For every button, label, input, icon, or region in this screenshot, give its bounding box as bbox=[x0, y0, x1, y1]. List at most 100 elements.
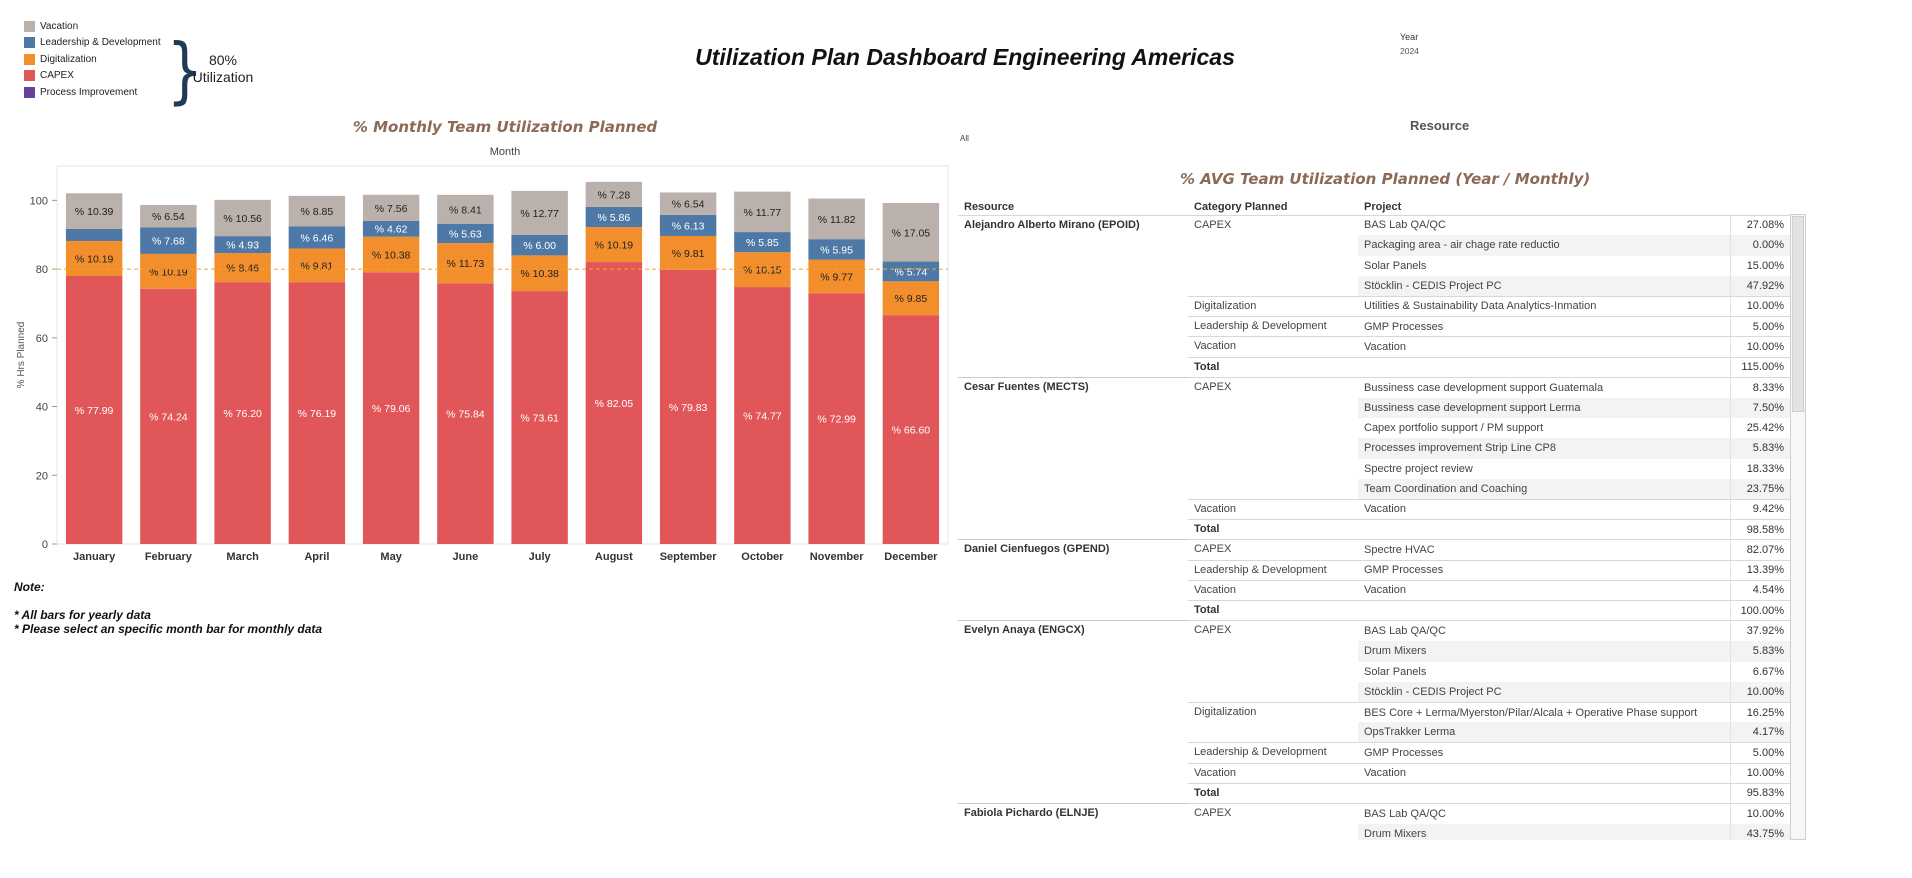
table-row[interactable]: Drum Mixers 43.75% bbox=[958, 823, 1790, 840]
bar-segment-leadership-development[interactable] bbox=[65, 228, 123, 241]
utilization-table-container[interactable]: Resource Category Planned Project Alejan… bbox=[958, 200, 1806, 840]
bar-segment-vacation[interactable] bbox=[65, 193, 123, 229]
bar-segment-digitalization[interactable] bbox=[288, 248, 346, 283]
legend-label: Digitalization bbox=[40, 53, 97, 65]
table-row[interactable]: Packaging area - air chage rate reductio… bbox=[958, 235, 1790, 256]
filter-all[interactable]: All bbox=[960, 134, 969, 143]
bar-segment-vacation[interactable] bbox=[214, 199, 271, 237]
table-row[interactable]: Capex portfolio support / PM support 25.4… bbox=[958, 417, 1790, 439]
bar-segment-leadership-development[interactable] bbox=[511, 234, 568, 256]
bar-segment-digitalization[interactable] bbox=[734, 252, 791, 288]
table-row[interactable]: Digitalization BES Core + Lerma/Myerston/… bbox=[958, 701, 1790, 723]
bar-segment-capex[interactable] bbox=[214, 282, 271, 544]
table-row[interactable]: Evelyn Anaya (ENGCX) CAPEX BAS Lab QA/QC 37… bbox=[958, 620, 1790, 642]
table-row[interactable]: Daniel Cienfuegos (GPEND) CAPEX Spectre HV… bbox=[958, 539, 1790, 561]
table-row[interactable]: Team Coordination and Coaching 23.75% bbox=[958, 478, 1790, 500]
bar-segment-digitalization[interactable] bbox=[511, 255, 568, 292]
bar-segment-digitalization[interactable] bbox=[437, 243, 494, 284]
bar-segment-digitalization[interactable] bbox=[140, 253, 197, 289]
bar-segment-leadership-development[interactable] bbox=[734, 232, 791, 253]
table-total-row[interactable]: Total 98.58% bbox=[958, 518, 1790, 540]
legend-item[interactable]: Process Improvement bbox=[24, 84, 161, 101]
table-row[interactable]: Solar Panels 15.00% bbox=[958, 255, 1790, 276]
bar-segment-vacation[interactable] bbox=[734, 191, 791, 233]
table-total-row[interactable]: Total 100.00% bbox=[958, 600, 1790, 621]
table-row[interactable]: Leadership & Development GMP Processes 13.… bbox=[958, 559, 1790, 581]
bar-segment-capex[interactable] bbox=[140, 288, 197, 544]
bar-segment-leadership-development[interactable] bbox=[140, 227, 197, 254]
table-row[interactable]: Vacation Vacation 10.00% bbox=[958, 336, 1790, 358]
table-row[interactable]: Solar Panels 6.67% bbox=[958, 661, 1790, 682]
bar-segment-vacation[interactable] bbox=[362, 194, 420, 221]
category-cell: Leadership & Development bbox=[1188, 315, 1358, 337]
table-row[interactable]: Vacation Vacation 10.00% bbox=[958, 762, 1790, 784]
table-row[interactable]: Leadership & Development GMP Processes 5.0… bbox=[958, 742, 1790, 764]
bar-segment-vacation[interactable] bbox=[511, 190, 568, 235]
data-label: % 10.38 bbox=[520, 268, 559, 280]
bar-segment-leadership-development[interactable] bbox=[437, 223, 494, 244]
bar-segment-capex[interactable] bbox=[585, 262, 643, 544]
table-scrollbar[interactable] bbox=[1790, 214, 1806, 840]
bar-segment-capex[interactable] bbox=[734, 287, 791, 544]
data-label: % 11.77 bbox=[744, 207, 782, 219]
legend-item[interactable]: Vacation bbox=[24, 18, 161, 35]
table-row[interactable]: Stöcklin - CEDIS Project PC 47.92% bbox=[958, 275, 1790, 297]
data-label: % 10.38 bbox=[372, 249, 411, 261]
table-row[interactable]: Leadership & Development GMP Processes 5.0… bbox=[958, 315, 1790, 337]
legend-item[interactable]: Leadership & Development bbox=[24, 35, 161, 52]
bar-segment-vacation[interactable] bbox=[659, 192, 717, 215]
bar-segment-capex[interactable] bbox=[437, 283, 494, 544]
table-row[interactable]: Fabiola Pichardo (ELNJE) CAPEX BAS Lab QA/… bbox=[958, 803, 1790, 824]
legend-item[interactable]: CAPEX bbox=[24, 68, 161, 85]
table-row[interactable]: Cesar Fuentes (MECTS) CAPEX Bussiness case… bbox=[958, 376, 1790, 398]
x-tick-label: December bbox=[884, 551, 938, 563]
bar-segment-leadership-development[interactable] bbox=[362, 220, 420, 237]
bar-segment-leadership-development[interactable] bbox=[214, 236, 271, 254]
bar-segment-digitalization[interactable] bbox=[214, 253, 271, 283]
table-row[interactable]: Vacation Vacation 9.42% bbox=[958, 498, 1790, 520]
bar-segment-leadership-development[interactable] bbox=[882, 261, 940, 282]
bar-segment-capex[interactable] bbox=[65, 275, 123, 544]
project-cell: Drum Mixers bbox=[1358, 641, 1730, 662]
table-row[interactable]: Spectre project review 18.33% bbox=[958, 458, 1790, 479]
table-row[interactable]: Digitalization Utilities & Sustainability… bbox=[958, 295, 1790, 317]
bar-segment-vacation[interactable] bbox=[288, 195, 346, 227]
year-filter[interactable]: Year 2024 bbox=[1400, 32, 1419, 56]
bar-segment-capex[interactable] bbox=[659, 269, 717, 544]
bar-segment-leadership-development[interactable] bbox=[288, 226, 346, 249]
table-row[interactable]: Processes improvement Strip Line CP8 5.83… bbox=[958, 438, 1790, 459]
bar-segment-digitalization[interactable] bbox=[882, 281, 940, 316]
bar-segment-vacation[interactable] bbox=[808, 198, 865, 240]
bar-segment-vacation[interactable] bbox=[140, 205, 197, 228]
bar-segment-capex[interactable] bbox=[288, 282, 346, 544]
utilization-label: 80% Utilization bbox=[190, 52, 256, 86]
bar-segment-leadership-development[interactable] bbox=[808, 239, 865, 260]
bar-segment-digitalization[interactable] bbox=[659, 235, 717, 270]
bar-segment-capex[interactable] bbox=[808, 293, 865, 544]
table-row[interactable]: OpsTrakker Lerma 4.17% bbox=[958, 722, 1790, 743]
bar-segment-digitalization[interactable] bbox=[362, 236, 420, 273]
table-total-row[interactable]: Total 95.83% bbox=[958, 782, 1790, 804]
bar-segment-capex[interactable] bbox=[362, 272, 420, 544]
bar-segment-vacation[interactable] bbox=[585, 181, 643, 207]
table-row[interactable]: Bussiness case development support Lerma… bbox=[958, 397, 1790, 418]
table-total-row[interactable]: Total 115.00% bbox=[958, 356, 1790, 378]
scrollbar-thumb[interactable] bbox=[1792, 216, 1804, 412]
legend-item[interactable]: Digitalization bbox=[24, 51, 161, 68]
bar-segment-capex[interactable] bbox=[511, 291, 568, 544]
bar-segment-leadership-development[interactable] bbox=[585, 206, 643, 228]
bar-segment-digitalization[interactable] bbox=[65, 240, 123, 276]
legend-swatch bbox=[24, 86, 35, 98]
bar-segment-vacation[interactable] bbox=[437, 194, 494, 224]
year-value[interactable]: 2024 bbox=[1400, 46, 1419, 56]
bar-segment-digitalization[interactable] bbox=[808, 259, 865, 294]
bar-segment-digitalization[interactable] bbox=[585, 227, 643, 263]
table-row[interactable]: Vacation Vacation 4.54% bbox=[958, 579, 1790, 601]
table-row[interactable]: Drum Mixers 5.83% bbox=[958, 641, 1790, 662]
bar-segment-capex[interactable] bbox=[882, 315, 940, 544]
bar-segment-vacation[interactable] bbox=[882, 202, 940, 262]
x-tick-label: February bbox=[145, 551, 193, 563]
table-row[interactable]: Stöcklin - CEDIS Project PC 10.00% bbox=[958, 681, 1790, 703]
table-row[interactable]: Alejandro Alberto Mirano (EPOID) CAPEX BAS… bbox=[958, 214, 1790, 236]
bar-segment-leadership-development[interactable] bbox=[659, 214, 717, 236]
